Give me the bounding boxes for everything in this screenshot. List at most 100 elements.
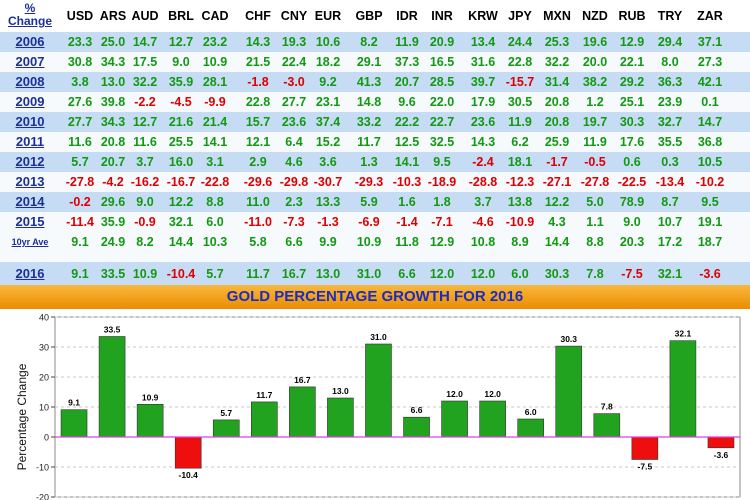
- table-cell: 16.7: [281, 267, 307, 281]
- table-cell: 11.8: [395, 235, 419, 249]
- table-cell: 39.7: [470, 75, 496, 89]
- table-cell: 22.0: [429, 95, 455, 109]
- year-link[interactable]: 10yr Ave: [11, 237, 49, 247]
- year-link[interactable]: 2006: [15, 34, 45, 49]
- column-header-inr: INR: [431, 9, 453, 23]
- table-cell: 14.7: [132, 35, 158, 49]
- currency-table: % Change USD ARS AUD BRL CAD CHF CNY EUR GBP IDR I…: [0, 2, 750, 285]
- table-cell: 12.2: [544, 195, 570, 209]
- bar-value-label: 12.0: [446, 389, 463, 399]
- table-cell: -12.3: [505, 175, 535, 189]
- percent-change-header: % Change: [4, 2, 56, 28]
- bar-nzd: [593, 413, 621, 438]
- table-cell: 13.3: [315, 195, 341, 209]
- table-cell: 22.4: [281, 55, 307, 69]
- table-cell: -27.8: [65, 175, 95, 189]
- bar-value-label: 16.7: [294, 375, 311, 385]
- table-cell: 39.8: [100, 95, 126, 109]
- year-link[interactable]: 2007: [15, 54, 45, 69]
- table-cell: 12.2: [168, 195, 194, 209]
- table-cell: 22.1: [619, 55, 645, 69]
- table-cell: 6.4: [285, 135, 303, 149]
- bar-value-label: 5.7: [220, 408, 232, 418]
- year-link[interactable]: 2015: [15, 214, 45, 229]
- table-cell: 20.7: [100, 155, 126, 169]
- table-cell: 29.1: [356, 55, 382, 69]
- table-cell: 29.6: [100, 195, 126, 209]
- table-cell: -18.9: [427, 175, 457, 189]
- table-cell: 35.9: [168, 75, 194, 89]
- table-cell: 29.4: [657, 35, 683, 49]
- bar-cad: [212, 419, 240, 438]
- table-cell: 8.9: [511, 235, 529, 249]
- table-cell: 3.7: [136, 155, 154, 169]
- table-cell: -16.7: [166, 175, 196, 189]
- column-header-krw: KRW: [468, 9, 498, 23]
- bar-brl: [174, 436, 202, 469]
- year-link[interactable]: 2016: [15, 266, 45, 281]
- table-cell: 6.0: [511, 267, 529, 281]
- title-bar: GOLD PERCENTAGE GROWTH FOR 2016: [0, 285, 750, 309]
- row-band: [0, 192, 750, 212]
- bar-value-label: 12.0: [484, 389, 501, 399]
- table-cell: 23.6: [281, 115, 307, 129]
- table-cell: 11.7: [357, 135, 381, 149]
- table-cell: 34.3: [100, 115, 126, 129]
- table-cell: 14.3: [245, 35, 271, 49]
- table-cell: 8.0: [661, 55, 679, 69]
- table-cell: 31.6: [470, 55, 496, 69]
- table-cell: 29.2: [619, 75, 645, 89]
- column-header-brl: BRL: [168, 9, 194, 23]
- year-link[interactable]: 2008: [15, 74, 45, 89]
- bar-value-label: 6.6: [411, 405, 423, 415]
- table-cell: -3.6: [699, 267, 721, 281]
- table-cell: 32.7: [657, 115, 683, 129]
- bar-mxn: [555, 345, 583, 438]
- table-cell: 3.6: [319, 155, 337, 169]
- table-cell: 22.2: [394, 115, 420, 129]
- table-cell: 14.1: [202, 135, 228, 149]
- table-cell: -4.6: [472, 215, 494, 229]
- change-word: Change: [7, 14, 52, 28]
- table-cell: 25.5: [168, 135, 194, 149]
- table-cell: 32.2: [132, 75, 158, 89]
- year-link[interactable]: 2013: [15, 174, 45, 189]
- table-cell: 25.9: [544, 135, 570, 149]
- table-cell: 10.9: [132, 267, 158, 281]
- column-header-jpy: JPY: [508, 9, 532, 23]
- table-cell: -2.4: [472, 155, 494, 169]
- table-cell: 7.8: [586, 267, 604, 281]
- year-link[interactable]: 2014: [15, 194, 45, 209]
- table-cell: 10.6: [315, 35, 341, 49]
- table-cell: 28.5: [429, 75, 455, 89]
- table-cell: 41.3: [356, 75, 382, 89]
- year-link[interactable]: 2012: [15, 154, 45, 169]
- column-header-nzd: NZD: [582, 9, 608, 23]
- column-header-ars: ARS: [99, 9, 127, 23]
- year-link[interactable]: 2009: [15, 94, 45, 109]
- year-link[interactable]: 2011: [15, 134, 45, 149]
- table-cell: 9.0: [172, 55, 190, 69]
- table-cell: 11.6: [133, 135, 157, 149]
- table-cell: 33.5: [100, 267, 126, 281]
- table-cell: 23.1: [315, 95, 341, 109]
- table-cell: -22.5: [617, 175, 647, 189]
- column-header-cny: CNY: [280, 9, 308, 23]
- table-cell: 5.7: [206, 267, 224, 281]
- bar-value-label: 31.0: [370, 332, 387, 342]
- table-cell: 12.1: [245, 135, 271, 149]
- y-tick-label: -20: [36, 493, 49, 500]
- table-cell: 8.2: [360, 35, 378, 49]
- table-cell: 37.3: [394, 55, 420, 69]
- table-cell: -6.9: [358, 215, 380, 229]
- table-cell: -15.7: [505, 75, 535, 89]
- table-cell: 9.6: [398, 95, 416, 109]
- current-row-band: [0, 262, 750, 285]
- table-cell: 19.3: [281, 35, 307, 49]
- table-cell: 0.1: [701, 95, 719, 109]
- year-link[interactable]: 2010: [15, 114, 45, 129]
- table-cell: 8.8: [586, 235, 604, 249]
- table-cell: 78.9: [619, 195, 645, 209]
- table-cell: 12.0: [470, 267, 496, 281]
- table-cell: 3.7: [474, 195, 492, 209]
